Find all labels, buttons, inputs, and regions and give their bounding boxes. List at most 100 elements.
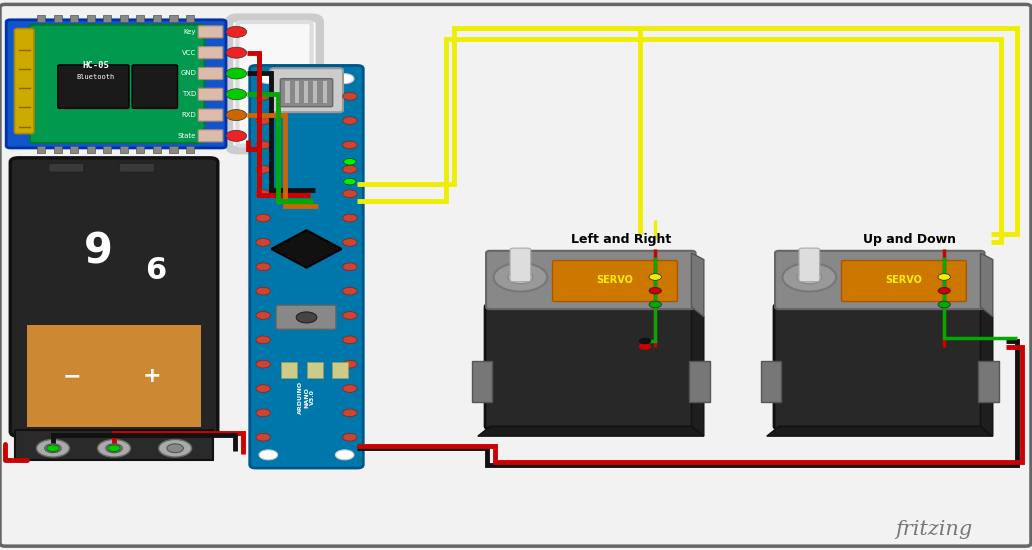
FancyBboxPatch shape (270, 68, 343, 112)
Bar (472, 361, 492, 403)
Bar (54, 146, 62, 153)
Circle shape (344, 158, 356, 165)
Circle shape (256, 336, 270, 344)
Text: Key: Key (184, 29, 196, 35)
Circle shape (259, 450, 278, 460)
Bar (87, 15, 95, 22)
FancyBboxPatch shape (132, 65, 178, 108)
FancyBboxPatch shape (198, 26, 223, 38)
Bar (332, 362, 348, 378)
Bar (295, 81, 299, 103)
Circle shape (159, 439, 192, 457)
Bar (153, 146, 161, 153)
Circle shape (343, 141, 357, 149)
Bar (87, 146, 95, 153)
Circle shape (649, 288, 662, 294)
FancyBboxPatch shape (14, 29, 34, 134)
Text: +: + (142, 366, 162, 386)
Text: State: State (178, 133, 196, 139)
Polygon shape (271, 230, 342, 268)
Polygon shape (980, 253, 993, 317)
Polygon shape (980, 307, 993, 436)
Circle shape (493, 263, 547, 292)
Circle shape (343, 287, 357, 295)
FancyBboxPatch shape (237, 22, 312, 146)
Text: 6: 6 (146, 256, 166, 284)
FancyBboxPatch shape (774, 304, 986, 429)
Circle shape (343, 384, 357, 392)
FancyBboxPatch shape (198, 68, 223, 80)
Circle shape (639, 338, 651, 344)
Bar (286, 81, 290, 103)
FancyBboxPatch shape (10, 158, 218, 436)
Polygon shape (478, 426, 704, 436)
Bar (169, 146, 178, 153)
Bar (186, 146, 194, 153)
Bar (37, 146, 45, 153)
Circle shape (256, 433, 270, 441)
Bar (314, 81, 318, 103)
Text: Up and Down: Up and Down (864, 233, 957, 246)
Circle shape (36, 439, 69, 457)
Bar (103, 15, 111, 22)
Bar (70, 146, 78, 153)
Circle shape (343, 190, 357, 197)
Bar (37, 15, 45, 22)
Bar (186, 15, 194, 22)
Circle shape (296, 312, 317, 323)
FancyBboxPatch shape (281, 79, 332, 107)
Text: 9: 9 (85, 230, 114, 272)
FancyBboxPatch shape (198, 130, 223, 142)
Circle shape (639, 343, 651, 350)
FancyBboxPatch shape (486, 251, 696, 309)
Circle shape (649, 301, 662, 308)
Bar (281, 362, 297, 378)
Bar (153, 15, 161, 22)
Circle shape (256, 312, 270, 320)
Circle shape (256, 92, 270, 100)
Circle shape (343, 336, 357, 344)
Polygon shape (691, 307, 704, 436)
Circle shape (97, 439, 130, 457)
Circle shape (938, 301, 950, 308)
Circle shape (343, 92, 357, 100)
Text: Left and Right: Left and Right (571, 233, 671, 246)
Circle shape (343, 433, 357, 441)
Circle shape (256, 141, 270, 149)
Circle shape (226, 89, 247, 100)
Circle shape (167, 444, 184, 453)
Circle shape (226, 26, 247, 37)
Bar (304, 81, 309, 103)
Bar (136, 146, 144, 153)
Circle shape (105, 444, 123, 453)
Circle shape (256, 117, 270, 124)
Circle shape (226, 68, 247, 79)
Text: ARDUINO
NANO
V3.0: ARDUINO NANO V3.0 (298, 381, 315, 414)
Text: SERVO: SERVO (596, 275, 634, 285)
FancyBboxPatch shape (229, 18, 320, 150)
Circle shape (343, 117, 357, 124)
Circle shape (335, 450, 354, 460)
FancyBboxPatch shape (510, 248, 530, 282)
Circle shape (508, 271, 533, 284)
Text: fritzing: fritzing (896, 520, 972, 538)
Circle shape (44, 444, 61, 453)
Circle shape (256, 287, 270, 295)
Circle shape (344, 178, 356, 185)
Circle shape (46, 445, 59, 452)
FancyBboxPatch shape (30, 25, 204, 143)
Circle shape (256, 239, 270, 246)
Circle shape (649, 274, 662, 280)
Text: −: − (63, 366, 82, 386)
FancyBboxPatch shape (775, 251, 985, 309)
Polygon shape (691, 253, 704, 317)
Circle shape (938, 274, 950, 280)
FancyBboxPatch shape (0, 4, 1031, 546)
Circle shape (343, 214, 357, 222)
Circle shape (256, 384, 270, 392)
Circle shape (343, 166, 357, 173)
Bar (27, 325, 201, 427)
Bar (120, 15, 128, 22)
Circle shape (107, 445, 120, 452)
Text: HC-05: HC-05 (83, 62, 109, 70)
